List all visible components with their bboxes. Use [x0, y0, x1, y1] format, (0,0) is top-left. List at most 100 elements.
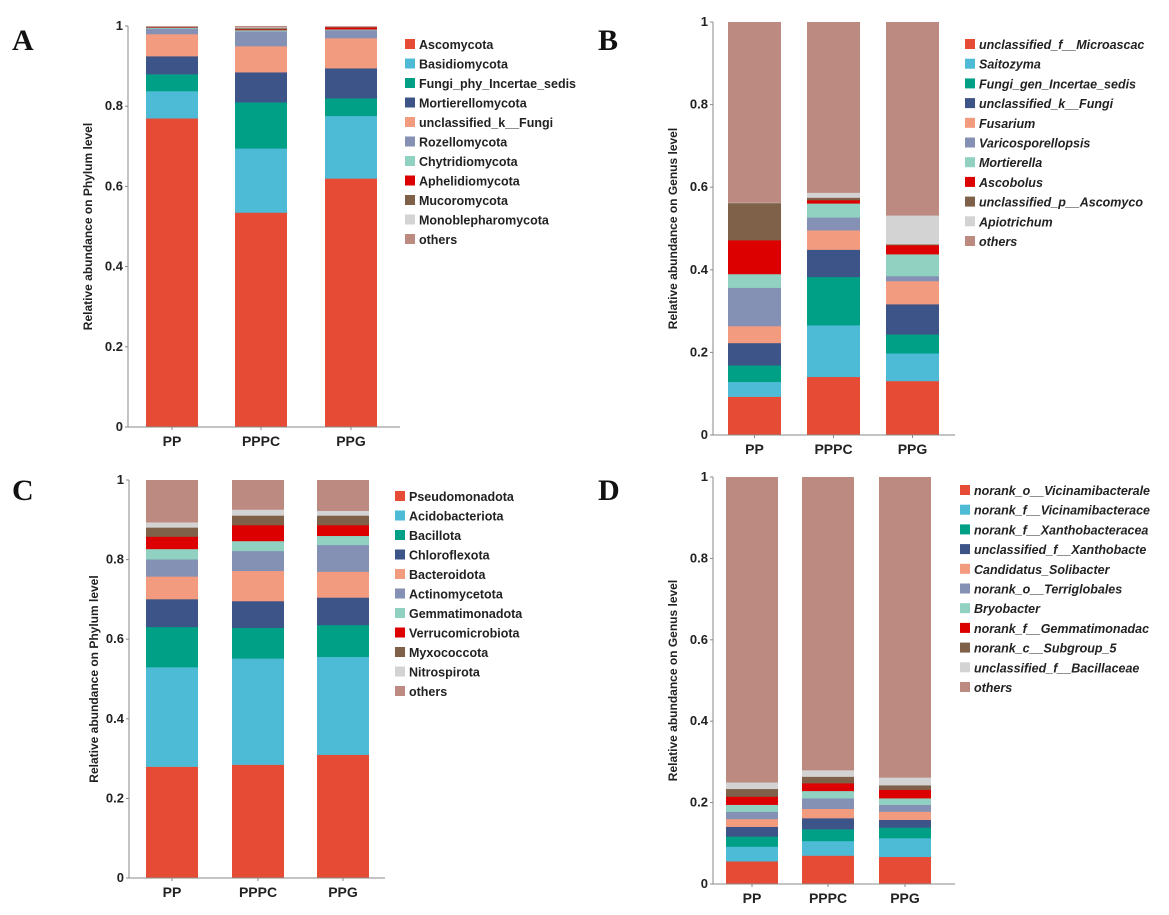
legend-label: Bacteroidota: [409, 568, 486, 582]
bar-segment: [235, 30, 287, 32]
x-tick-label: PPPC: [814, 441, 852, 457]
bar-segment: [879, 838, 931, 858]
legend: Pseudomonadota Acidobacteriota Bacillota Ch…: [395, 490, 523, 699]
bar-segment: [146, 667, 198, 767]
bar-segment: [879, 811, 931, 820]
legend-swatch: [965, 117, 975, 128]
legend-swatch: [965, 98, 975, 109]
legend-label: Nitrospirota: [409, 666, 481, 680]
y-tick-label: 0.4: [690, 713, 709, 728]
legend-swatch: [405, 156, 415, 166]
legend-label: Apiotrichum: [978, 215, 1053, 229]
bar-segment: [886, 280, 939, 305]
legend-item: norank_f__Xanthobacteracea: [960, 523, 1148, 537]
legend-label: Candidatus_Solibacter: [974, 563, 1111, 577]
y-tick-label: 0.2: [690, 344, 708, 359]
legend: unclassified_f__Microascac Saitozyma Fungi…: [965, 38, 1144, 249]
bar-segment: [317, 754, 369, 879]
legend-item: Fusarium: [965, 117, 1035, 131]
bar-segment: [325, 178, 377, 428]
legend-label: Fungi_phy_Incertae_sedis: [419, 77, 576, 91]
legend-swatch: [965, 176, 975, 187]
legend-swatch: [965, 39, 975, 49]
bar-segment: [728, 325, 781, 344]
legend-item: norank_o__Vicinamibacterale: [960, 484, 1150, 498]
bar-segment: [146, 26, 198, 27]
legend-item: unclassified_f__Microascac: [965, 38, 1144, 52]
bar-segment: [726, 826, 778, 837]
x-tick-label: PP: [163, 433, 182, 449]
bar-segment: [879, 798, 931, 805]
bar-segment: [728, 273, 781, 288]
bar-segment: [146, 118, 198, 428]
x-tick-label: PPG: [328, 884, 358, 900]
bar-segment: [146, 27, 198, 29]
legend-swatch: [965, 236, 975, 246]
bar-segment: [726, 861, 778, 885]
legend-item: unclassified_f__Xanthobacte: [960, 543, 1146, 557]
legend-item: Mucoromycota: [405, 194, 509, 208]
bar-segment: [325, 115, 377, 179]
bar-segment: [146, 74, 198, 92]
y-tick-label: 0.2: [105, 339, 123, 354]
legend-swatch: [960, 563, 970, 574]
bar-segment: [802, 770, 854, 777]
bar-segment: [807, 192, 860, 198]
bar-segment: [726, 804, 778, 812]
bar-segment: [807, 276, 860, 326]
bar-segment: [728, 287, 781, 327]
bar-segment: [728, 342, 781, 366]
legend-item: Acidobacteriota: [395, 510, 505, 524]
bar-segment: [807, 22, 860, 193]
legend-swatch: [965, 58, 975, 69]
bar-segment: [726, 796, 778, 805]
bar-segment: [879, 777, 931, 786]
legend-item: others: [965, 235, 1017, 249]
legend-item: Myxococcota: [395, 646, 489, 660]
legend-swatch: [395, 530, 405, 540]
legend-item: Monoblepharomycota: [405, 214, 550, 228]
y-tick-label: 0.8: [106, 552, 124, 567]
legend-swatch: [395, 549, 405, 560]
bar-segment: [235, 46, 287, 73]
bar-segment: [802, 790, 854, 799]
legend: Ascomycota Basidiomycota Fungi_phy_Incerta…: [405, 38, 576, 247]
bar-segment: [146, 480, 198, 523]
bar-segment: [235, 72, 287, 103]
legend-label: Actinomycetota: [409, 588, 504, 602]
legend-label: norank_o__Terriglobales: [974, 583, 1122, 597]
panel-a: A PP PPPC PPG 0 0.2 0.4 0.6 0.8 1 Relative abundan…: [12, 18, 576, 449]
bar-segment: [146, 766, 198, 879]
bar-segment: [146, 26, 198, 28]
legend-item: Basidiomycota: [405, 58, 509, 72]
bar-segment: [325, 68, 377, 99]
bar-segment: [317, 624, 369, 658]
legend-swatch: [965, 216, 975, 227]
legend-label: Myxococcota: [409, 646, 489, 660]
bar-segment: [726, 788, 778, 797]
legend-label: unclassified_p__Ascomyco: [979, 196, 1143, 210]
legend-label: unclassified_f__Xanthobacte: [974, 543, 1146, 557]
bar-segment: [232, 764, 284, 879]
legend-label: norank_f__Vicinamibacterace: [974, 504, 1150, 518]
bar-segment: [317, 597, 369, 626]
legend-item: Mortierella: [965, 156, 1042, 170]
bar-segment: [879, 827, 931, 839]
legend-label: unclassified_f__Microascac: [979, 38, 1144, 52]
y-tick-label: 1: [701, 469, 708, 484]
bar-segment: [807, 197, 860, 201]
legend-swatch: [960, 583, 970, 594]
bar-segment: [886, 275, 939, 282]
bar-segment: [728, 381, 781, 397]
bar-segment: [325, 38, 377, 69]
panel-letter: A: [12, 24, 34, 57]
legend-swatch: [395, 569, 405, 579]
y-tick-label: 1: [117, 472, 124, 487]
legend-label: Acidobacteriota: [409, 510, 505, 524]
bar-segment: [325, 26, 377, 28]
legend-item: Pseudomonadota: [395, 490, 515, 504]
bar-segment: [726, 811, 778, 820]
legend-item: Nitrospirota: [395, 666, 481, 680]
legend-swatch: [395, 510, 405, 521]
